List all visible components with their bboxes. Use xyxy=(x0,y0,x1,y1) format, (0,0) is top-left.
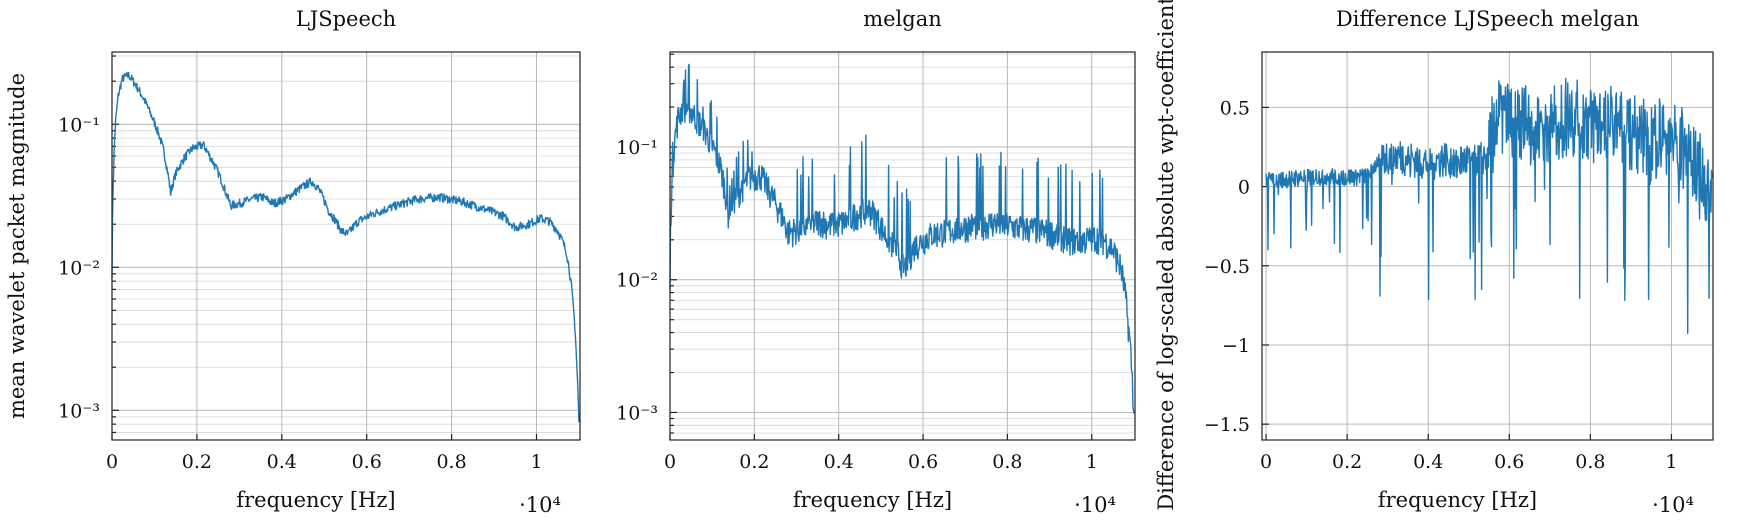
x-axis-label: frequency [Hz] xyxy=(793,488,952,512)
x-tick-label: 0.6 xyxy=(352,451,382,473)
x-tick-label: 0.8 xyxy=(436,451,466,473)
x-axis-label: frequency [Hz] xyxy=(236,488,395,512)
series-line-1 xyxy=(669,63,1135,414)
x-axis-label: frequency [Hz] xyxy=(1378,488,1537,512)
series-line-1 xyxy=(111,71,580,423)
x-axis-multiplier: ·10⁴ xyxy=(1074,493,1116,517)
x-tick-label: 1 xyxy=(1665,451,1677,473)
series-line-1 xyxy=(1265,77,1713,335)
chart-panel-2: 0 0.2 0.4 0.6 0.8 1 10⁻³ 10⁻² 10⁻¹ melgan frequenc… xyxy=(616,7,1136,517)
x-tick-label: 0.4 xyxy=(267,451,297,473)
y-tick-label: 10⁻¹ xyxy=(616,137,658,159)
y-tick-label: 10⁻³ xyxy=(616,402,658,424)
x-tick-label: 1 xyxy=(530,451,542,473)
plot-frame xyxy=(669,51,1136,441)
chart-panel-1: 0 0.2 0.4 0.6 0.8 1 10⁻³ 10⁻² 10⁻¹ LJSpeech freque… xyxy=(5,7,581,517)
x-tick-label: 0.4 xyxy=(824,451,854,473)
x-tick-label: 0.6 xyxy=(1494,451,1524,473)
x-tick-label: 0.4 xyxy=(1413,451,1443,473)
x-tick-label: 0.2 xyxy=(182,451,212,473)
x-axis-multiplier: ·10⁴ xyxy=(1652,493,1694,517)
x-tick-label: 0.8 xyxy=(992,451,1022,473)
chart-panel-3: 0 0.2 0.4 0.6 0.8 1 −1.5 −1 −0.5 0 0.5 Difference L… xyxy=(1154,0,1714,517)
y-axis-label: mean wavelet packet magnitude xyxy=(5,73,29,419)
plot-frame xyxy=(1261,51,1714,441)
y-tick-label: 10⁻³ xyxy=(58,400,100,422)
y-tick-label: 0.5 xyxy=(1220,97,1250,119)
x-tick-label: 0 xyxy=(664,451,676,473)
y-tick-label: 10⁻² xyxy=(58,257,100,279)
x-axis-multiplier: ·10⁴ xyxy=(519,493,561,517)
x-tick-label: 0.2 xyxy=(739,451,769,473)
y-tick-label: −1 xyxy=(1222,335,1250,357)
y-axis-label: Difference of log-scaled absolute wpt-co… xyxy=(1154,0,1178,511)
y-tick-label: 0 xyxy=(1238,177,1250,199)
y-tick-label: −0.5 xyxy=(1204,256,1250,278)
chart-title: LJSpeech xyxy=(296,7,396,31)
x-tick-label: 0 xyxy=(1260,451,1272,473)
plot-frame xyxy=(111,51,581,441)
y-tick-label: 10⁻¹ xyxy=(58,114,100,136)
chart-title: Difference LJSpeech melgan xyxy=(1336,7,1639,31)
x-tick-label: 0 xyxy=(106,451,118,473)
x-tick-label: 1 xyxy=(1086,451,1098,473)
x-tick-label: 0.2 xyxy=(1332,451,1362,473)
x-tick-label: 0.6 xyxy=(908,451,938,473)
chart-title: melgan xyxy=(863,7,942,31)
y-tick-label: 10⁻² xyxy=(616,270,658,292)
y-tick-label: −1.5 xyxy=(1204,414,1250,436)
x-tick-label: 0.8 xyxy=(1575,451,1605,473)
